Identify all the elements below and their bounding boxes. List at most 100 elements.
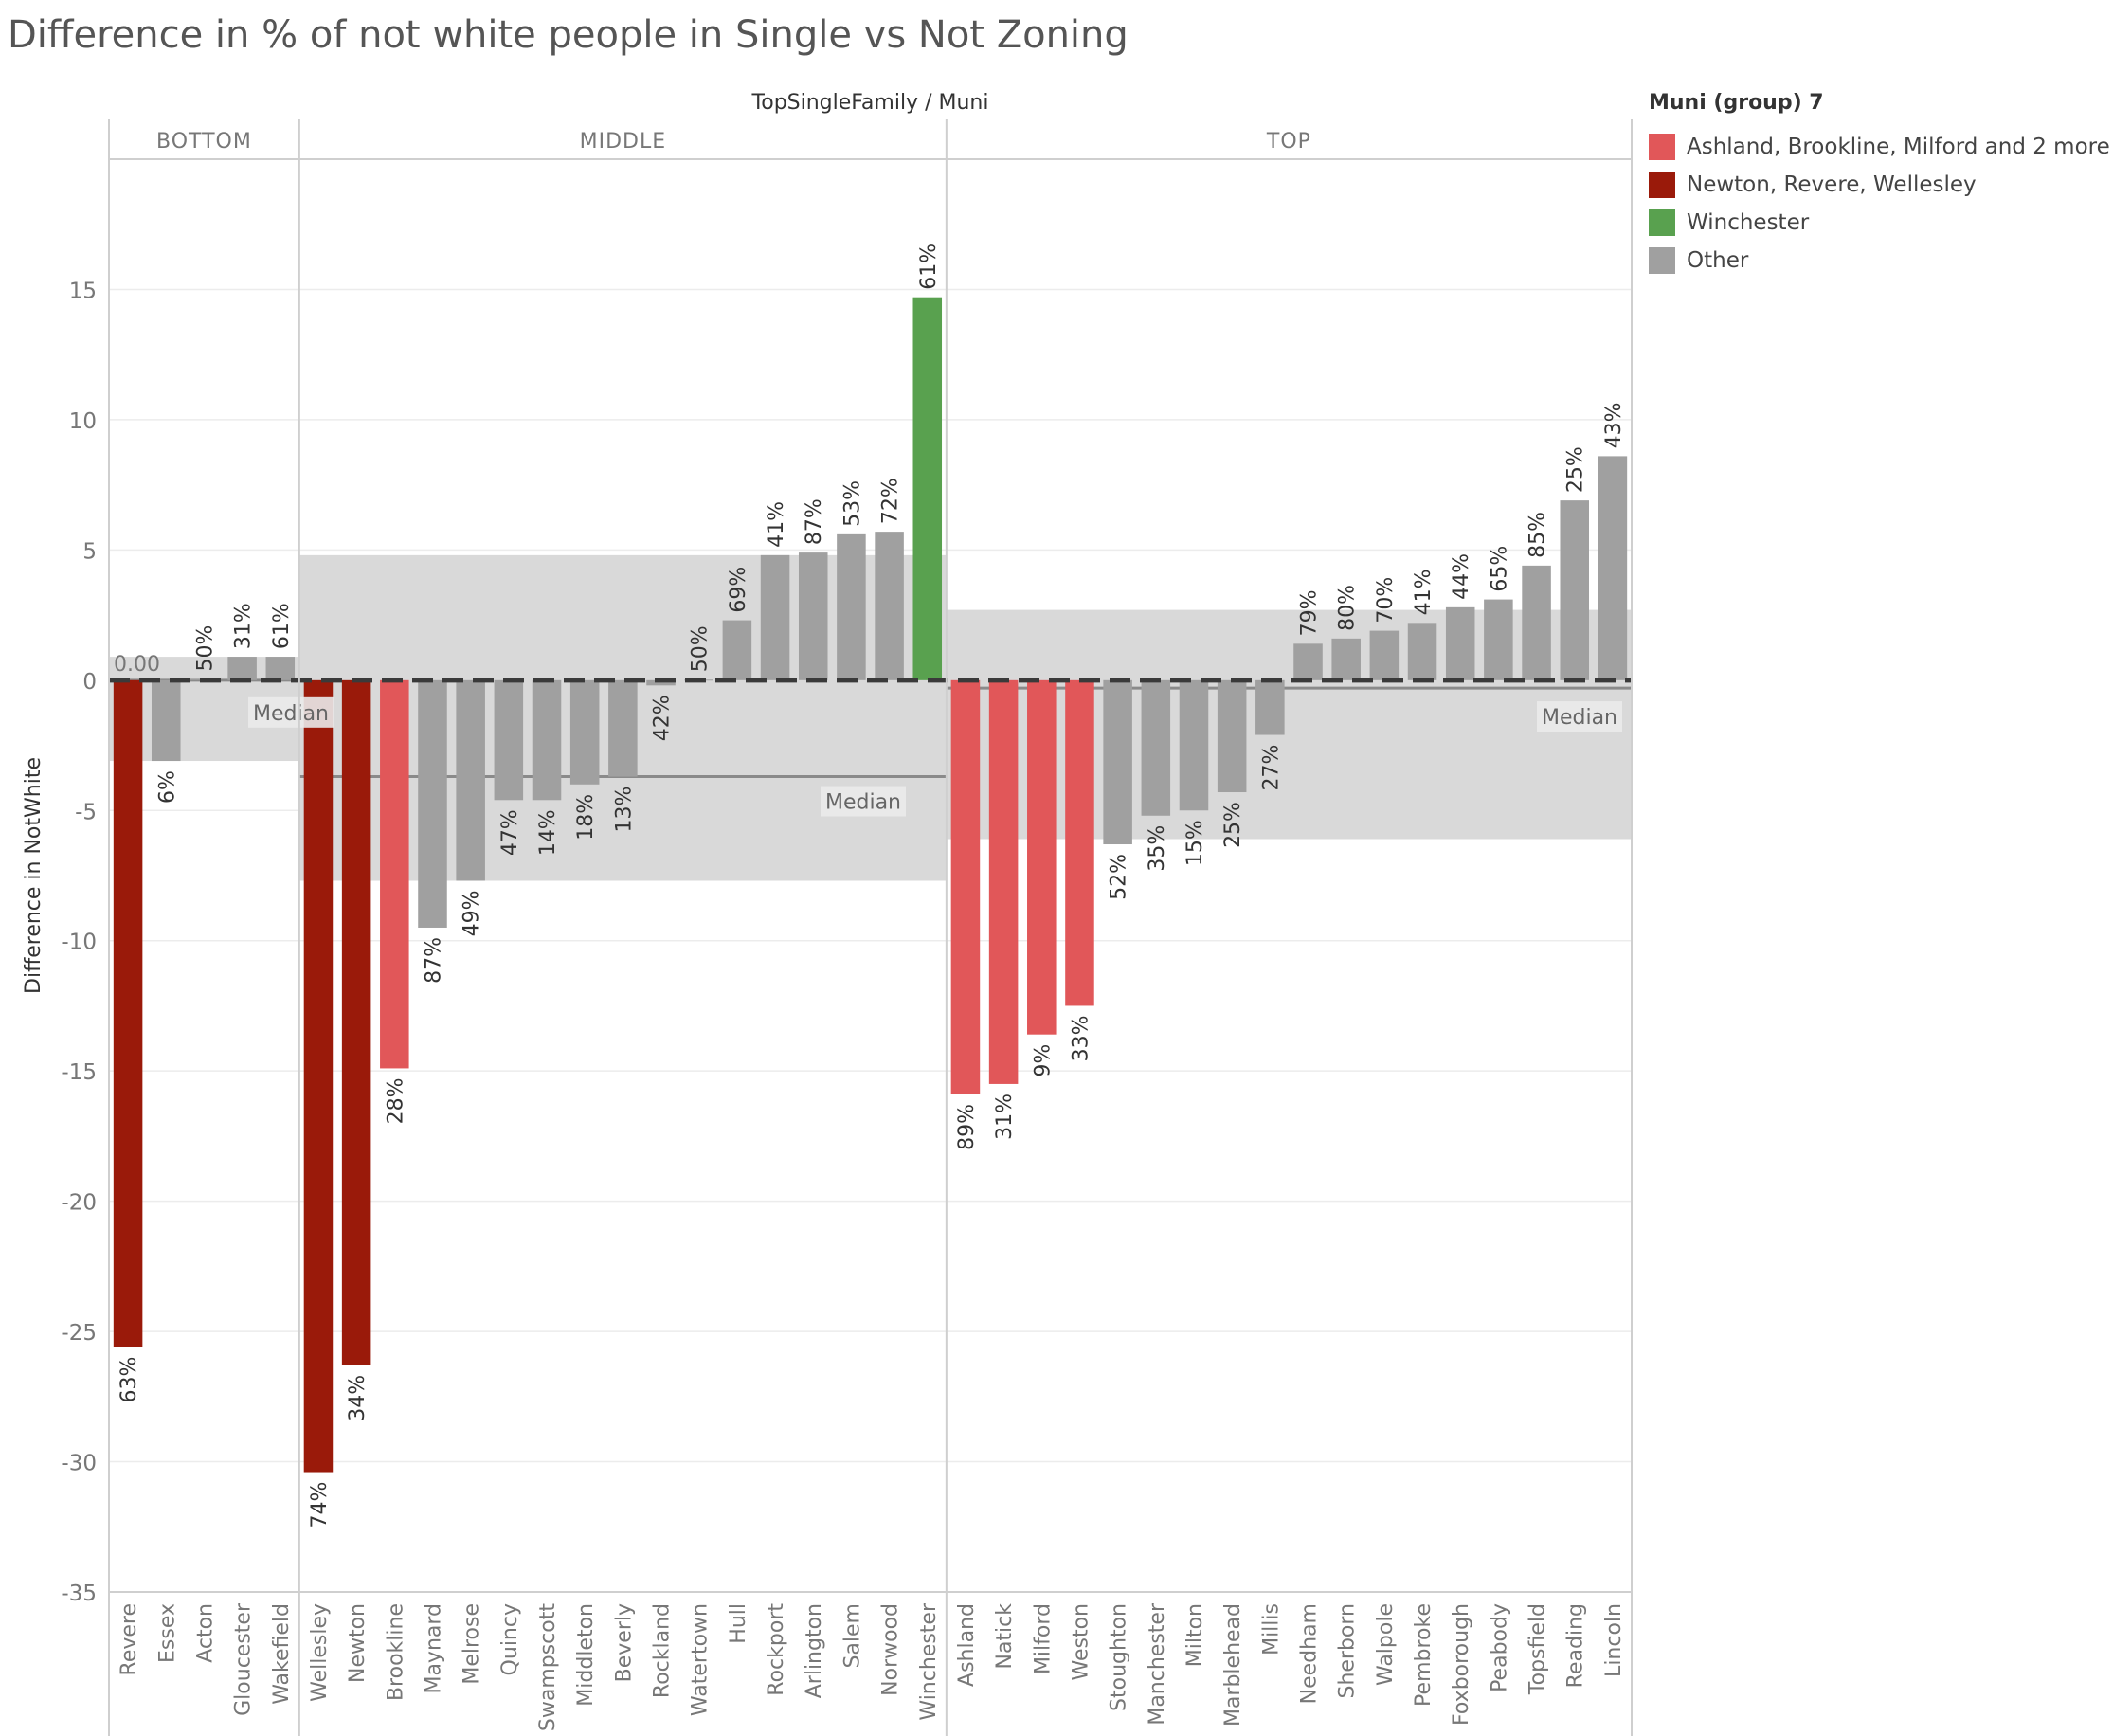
reference-band [946, 609, 1632, 840]
data-label: 35% [1146, 825, 1169, 872]
x-category-label: Stoughton [1108, 1603, 1131, 1711]
median-label-bg [821, 786, 906, 817]
data-label: 47% [498, 809, 522, 856]
data-label: 6% [155, 770, 179, 804]
legend-item-other[interactable]: Other [1649, 242, 2104, 280]
data-label: 52% [1108, 854, 1131, 900]
data-label: 61% [270, 603, 294, 649]
x-category-label: Weston [1069, 1603, 1093, 1681]
x-category-label: Middleton [574, 1603, 598, 1707]
x-category-label: Essex [155, 1603, 179, 1663]
legend-swatch-highlight [1649, 134, 1675, 160]
x-category-label: Milton [1183, 1603, 1207, 1667]
bar-winchester [912, 297, 943, 680]
bar-maynard [418, 679, 447, 928]
bar-melrose [456, 679, 485, 881]
legend-item-highlight[interactable]: Ashland, Brookline, Milford and 2 more [1649, 128, 2110, 166]
x-category-label: Marblehead [1221, 1603, 1245, 1727]
pane-header: BOTTOM [156, 130, 252, 154]
data-label: 87% [422, 937, 445, 984]
data-label: 43% [1602, 402, 1626, 448]
x-category-label: Rockland [651, 1603, 675, 1698]
bar-salem [837, 533, 866, 680]
x-category-label: Melrose [461, 1603, 484, 1685]
data-label: 9% [1031, 1044, 1055, 1077]
bar-pembroke [1407, 623, 1437, 680]
legend-item-green[interactable]: Winchester [1649, 204, 2104, 242]
legend-swatch-dark [1649, 172, 1675, 198]
bar-wakefield [265, 657, 296, 680]
bar-gloucester [227, 657, 257, 680]
x-category-label: Milford [1031, 1603, 1055, 1674]
bar-milford [1027, 679, 1056, 1035]
data-label: 69% [727, 567, 750, 613]
data-label: 53% [840, 480, 864, 527]
bar-millis [1255, 679, 1285, 735]
zero-value-label: 0.00 [114, 653, 160, 677]
bar-topsfield [1522, 565, 1551, 680]
x-category-label: Peabody [1488, 1603, 1511, 1692]
data-label: 41% [765, 501, 788, 548]
x-category-label: Millis [1259, 1603, 1283, 1655]
y-tick-label: 5 [82, 539, 97, 564]
y-tick-label: -30 [61, 1452, 97, 1476]
bar-beverly [608, 679, 638, 777]
data-label: 14% [536, 809, 560, 856]
data-label: 31% [232, 603, 256, 649]
legend: Muni (group) 7 Ashland, Brookline, Milfo… [1649, 91, 2110, 280]
x-category-label: Pembroke [1412, 1603, 1436, 1707]
x-category-label: Walpole [1374, 1603, 1398, 1686]
x-category-label: Manchester [1146, 1602, 1169, 1726]
y-tick-label: 15 [69, 279, 97, 303]
data-label: 15% [1183, 820, 1207, 866]
median-label-bg [1537, 701, 1622, 732]
data-label: 89% [955, 1104, 979, 1150]
y-tick-label: 0 [82, 670, 97, 695]
column-header: TopSingleFamily / Muni [751, 91, 989, 115]
x-category-label: Acton [193, 1603, 217, 1663]
bar-walpole [1369, 630, 1400, 680]
bar-lincoln [1598, 456, 1628, 680]
legend-label: Winchester [1687, 210, 1810, 235]
bar-marblehead [1217, 679, 1247, 793]
data-label: 61% [917, 244, 941, 290]
data-label: 72% [879, 478, 903, 524]
data-label: 41% [1412, 569, 1436, 615]
bar-needham [1293, 643, 1323, 680]
data-label: 42% [651, 695, 675, 741]
y-tick-label: -25 [61, 1321, 97, 1346]
x-category-label: Brookline [384, 1603, 407, 1701]
x-category-label: Ashland [955, 1603, 979, 1687]
median-label-bg [248, 696, 334, 728]
data-label: 74% [308, 1482, 332, 1528]
x-category-label: Newton [346, 1603, 370, 1683]
legend-label: Newton, Revere, Wellesley [1687, 172, 1977, 197]
data-label: 87% [803, 498, 826, 545]
data-label: 70% [1374, 577, 1398, 624]
data-label: 25% [1564, 446, 1588, 493]
data-label: 85% [1526, 512, 1550, 558]
bar-norwood [875, 532, 904, 680]
x-category-label: Arlington [803, 1603, 826, 1698]
bar-wellesley [303, 679, 334, 1473]
data-label: 28% [384, 1077, 407, 1124]
legend-item-dark[interactable]: Newton, Revere, Wellesley [1649, 166, 2104, 204]
x-category-label: Swampscott [536, 1603, 560, 1731]
data-label: 49% [461, 890, 484, 936]
bar-brookline [380, 679, 409, 1069]
data-label: 63% [117, 1357, 141, 1403]
x-category-label: Gloucester [232, 1602, 256, 1716]
bar-sherborn [1331, 638, 1361, 680]
x-category-label: Hull [727, 1603, 750, 1644]
bar-quincy [494, 679, 524, 801]
x-category-label: Wellesley [308, 1603, 332, 1702]
x-category-label: Revere [117, 1603, 141, 1675]
x-category-label: Foxborough [1450, 1603, 1473, 1726]
data-label: 44% [1450, 553, 1473, 600]
pane-header: TOP [1266, 130, 1311, 154]
data-label: 50% [689, 625, 713, 672]
y-tick-label: -15 [61, 1060, 97, 1085]
legend-label: Other [1687, 248, 1749, 273]
legend-label: Ashland, Brookline, Milford and 2 more [1687, 135, 2110, 159]
legend-title: Muni (group) 7 [1649, 91, 1824, 115]
